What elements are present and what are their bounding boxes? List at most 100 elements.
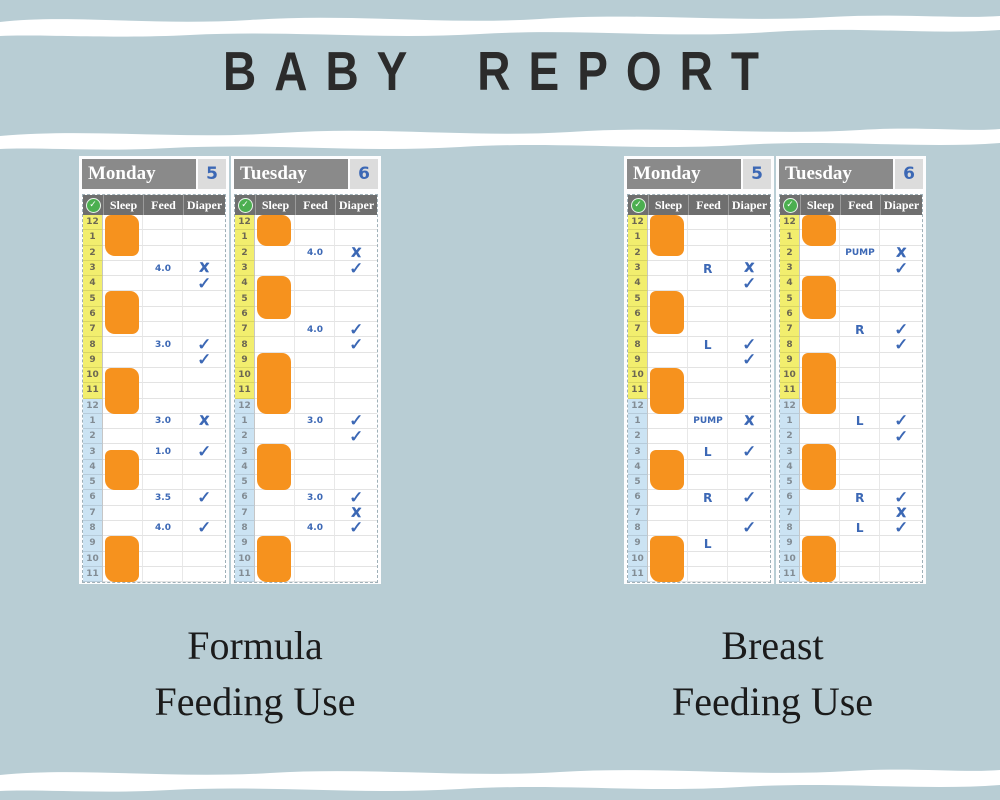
hour-label: 5 [780,475,800,491]
feed-value: 1.0 [155,447,171,458]
hour-row: 2 [235,245,377,261]
hour-label: 6 [235,490,255,506]
day-name-label: Monday [627,159,741,189]
hour-label: 2 [235,429,255,445]
caption-line: Feeding Use [671,679,874,724]
diaper-cell [335,490,377,506]
feed-value: 4.0 [307,324,323,335]
sleep-cell [648,276,688,292]
sleep-block [105,450,139,491]
sleep-cell [648,337,688,353]
hour-row: 7 [83,505,225,521]
feed-cell [295,475,335,491]
diaper-cell [335,261,377,277]
diaper-cell [880,399,922,414]
hour-row: 9 [83,536,225,552]
caption-line: Breast [721,623,824,668]
tracker-grid: ✓ Sleep Feed Diaper 12 1 2 3 4 5 6 7 8 9 10 11 12 1 2 3 4 5 6 7… [82,194,226,583]
hour-row: 12 [780,398,922,414]
feed-cell [688,551,728,567]
sleep-block [802,276,836,319]
column-header-row: ✓ Sleep Feed Diaper [628,195,770,215]
sleep-block [257,444,291,491]
hour-row: 6 [83,306,225,323]
sleep-cell [255,413,295,430]
hour-row: 10 [83,551,225,567]
hour-label: 5 [628,475,648,491]
hour-label: 7 [628,505,648,521]
feed-cell [143,490,183,506]
diaper-cell [728,399,770,414]
feed-cell [688,276,728,292]
hour-label: 11 [235,383,255,399]
feed-cell [143,276,183,292]
hour-row: 2 [235,429,377,445]
feed-cell [295,337,335,353]
feed-cell [143,352,183,368]
column-header-row: ✓ Sleep Feed Diaper [780,195,922,215]
hour-label: 12 [83,215,103,231]
column-header-row: ✓ Sleep Feed Diaper [235,195,377,215]
diaper-cell [335,475,377,491]
hour-row: 7 [628,322,770,338]
sleep-cell [255,490,295,506]
diaper-cell [335,567,377,583]
hour-label: 1 [780,230,800,246]
day-number: 5 [743,159,771,189]
hour-row: 9 [628,536,770,552]
hour-row: 8 [83,337,225,353]
hour-label: 7 [235,505,255,521]
diaper-cell [880,383,922,399]
diaper-check-mark: ✓ [196,350,212,371]
hour-label: 9 [780,536,800,552]
diaper-check-mark: ✓ [893,411,909,432]
hour-label: 11 [780,566,800,583]
feed-value: R [703,261,713,276]
hour-label: 1 [83,413,103,430]
diaper-cell [880,230,922,246]
hour-label: 4 [235,276,255,292]
hour-label: 2 [628,429,648,445]
hour-label: 6 [83,490,103,506]
diaper-cell [335,552,377,567]
feed-value: PUMP [845,248,875,259]
diaper-check-mark: ✓ [741,487,757,508]
diaper-cell [183,215,225,231]
diaper-cell [728,215,770,231]
diaper-cell [335,337,377,353]
sleep-cell [255,505,295,521]
feed-cell [143,475,183,491]
sleep-cell [800,520,840,537]
hour-label: 10 [628,551,648,567]
diaper-cell [728,276,770,292]
hour-label: 4 [628,276,648,292]
diaper-cell [335,291,377,307]
hour-label: 5 [83,291,103,307]
feed-cell [688,306,728,323]
feed-cell [688,490,728,506]
feed-cell [295,398,335,414]
diaper-cell [728,322,770,338]
hour-row: 11 [83,383,225,399]
hour-label: 3 [628,260,648,277]
diaper-cell [728,414,770,430]
feed-cell [295,276,335,292]
diaper-check-mark: ✓ [741,518,757,539]
diaper-check-mark: ✓ [196,518,212,539]
hour-label: 3 [235,444,255,460]
feed-cell [840,352,880,368]
diaper-check-mark: ✓ [741,350,757,371]
header-check-cell: ✓ [83,195,103,215]
hour-label: 6 [780,490,800,506]
tracker-grid: ✓ Sleep Feed Diaper 12 1 2 3 4 5 6 7 8 9 10 11 12 1 2 3 4 5 6 7… [627,194,771,583]
diaper-cell [728,536,770,552]
hour-label: 4 [235,459,255,476]
sleep-cell [800,306,840,323]
hour-label: 12 [628,398,648,414]
hour-label: 7 [780,322,800,338]
hour-label: 4 [628,459,648,476]
column-header-feed: Feed [840,195,880,215]
feed-cell [143,260,183,277]
sleep-cell [255,429,295,445]
hour-row: 4 [628,276,770,292]
